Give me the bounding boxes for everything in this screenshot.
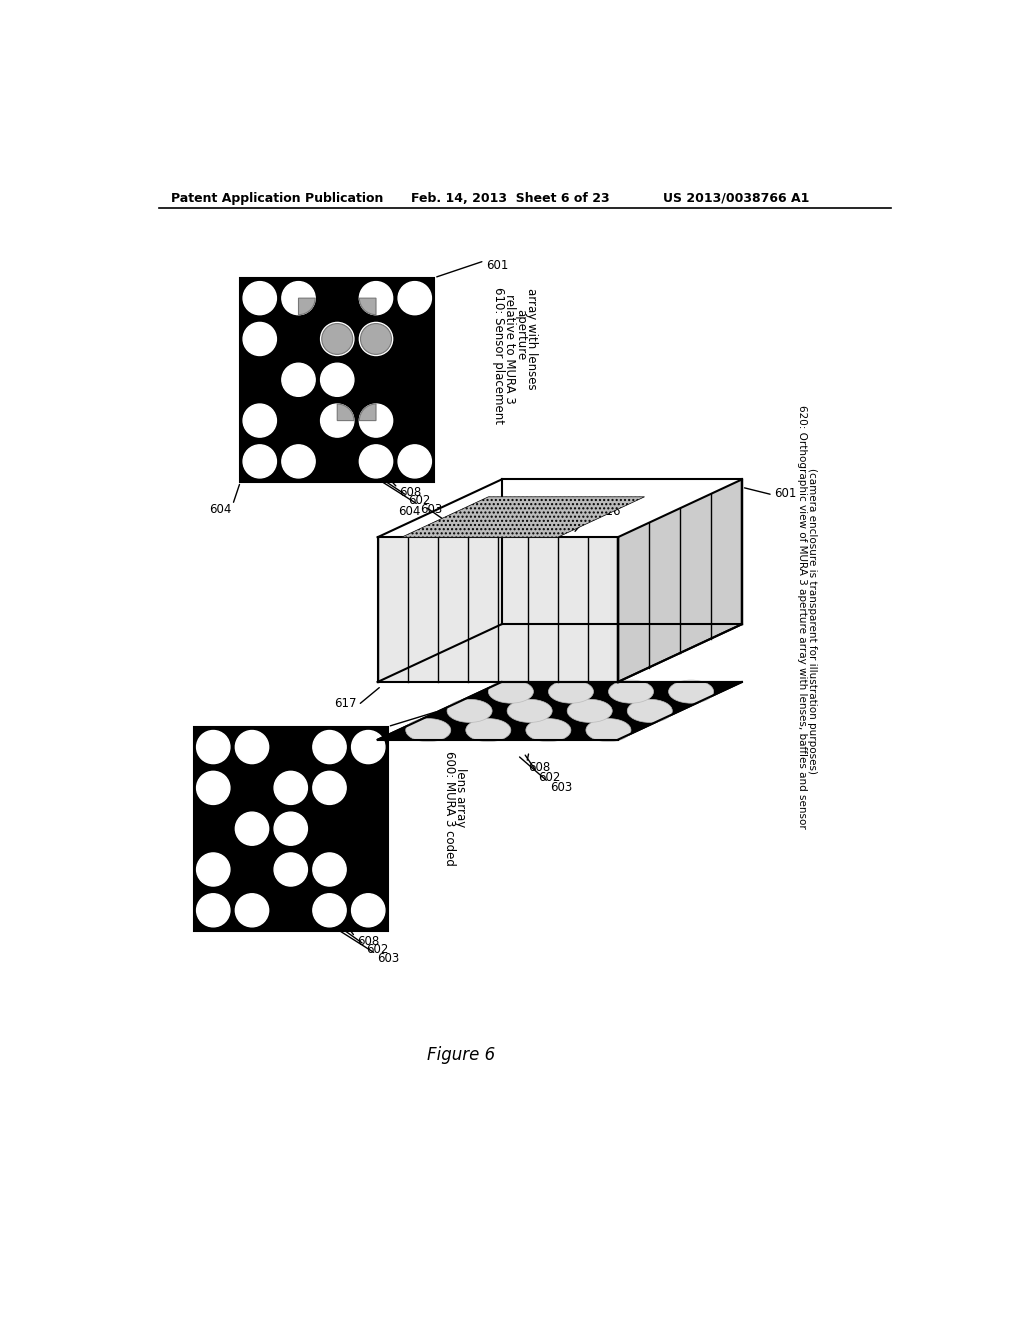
Circle shape [359, 322, 392, 355]
Ellipse shape [488, 680, 534, 704]
Ellipse shape [507, 700, 552, 722]
Text: 617: 617 [334, 697, 356, 710]
Circle shape [313, 730, 346, 763]
Text: 603: 603 [550, 780, 572, 793]
Text: Feb. 14, 2013  Sheet 6 of 23: Feb. 14, 2013 Sheet 6 of 23 [411, 191, 609, 205]
Circle shape [398, 445, 431, 478]
Text: 616: 616 [598, 506, 621, 517]
Polygon shape [378, 537, 617, 682]
Circle shape [236, 730, 268, 763]
Text: 608: 608 [399, 487, 422, 499]
Circle shape [197, 730, 230, 763]
Text: 602: 602 [366, 942, 388, 956]
Circle shape [243, 404, 276, 437]
Circle shape [359, 445, 392, 478]
Circle shape [197, 853, 230, 886]
Circle shape [274, 812, 307, 845]
Text: 603: 603 [420, 503, 442, 516]
Circle shape [359, 404, 392, 437]
Circle shape [313, 894, 346, 927]
Ellipse shape [669, 680, 714, 704]
Polygon shape [617, 479, 741, 682]
Circle shape [197, 894, 230, 927]
Ellipse shape [586, 718, 631, 742]
Ellipse shape [628, 700, 673, 722]
Circle shape [321, 322, 354, 355]
Ellipse shape [567, 700, 612, 722]
Circle shape [313, 853, 346, 886]
Text: 604: 604 [398, 506, 421, 517]
Circle shape [398, 281, 431, 314]
Text: 600: MURA 3 coded: 600: MURA 3 coded [443, 751, 457, 866]
Text: 620: Orthographic view of MURA 3 aperture array with lenses, baffles and sensor: 620: Orthographic view of MURA 3 apertur… [798, 405, 807, 829]
Text: array with lenses: array with lenses [524, 288, 538, 389]
Text: aperture: aperture [514, 309, 527, 360]
Circle shape [322, 323, 352, 354]
Circle shape [243, 281, 276, 314]
Wedge shape [337, 404, 354, 421]
Ellipse shape [447, 700, 493, 722]
Circle shape [274, 853, 307, 886]
Polygon shape [378, 682, 741, 739]
Text: 602: 602 [409, 494, 431, 507]
Circle shape [321, 404, 354, 437]
Circle shape [197, 771, 230, 804]
Text: 601: 601 [486, 259, 509, 272]
Circle shape [236, 812, 268, 845]
Text: 610: Sensor placement: 610: Sensor placement [493, 286, 505, 424]
Circle shape [359, 281, 392, 314]
Text: Patent Application Publication: Patent Application Publication [171, 191, 383, 205]
Circle shape [243, 322, 276, 355]
Circle shape [321, 363, 354, 396]
Polygon shape [401, 496, 644, 537]
Circle shape [360, 323, 391, 354]
Text: US 2013/0038766 A1: US 2013/0038766 A1 [663, 191, 809, 205]
Wedge shape [359, 404, 376, 421]
Text: Figure 6: Figure 6 [427, 1047, 496, 1064]
Circle shape [313, 771, 346, 804]
Ellipse shape [406, 718, 451, 742]
Circle shape [236, 894, 268, 927]
Ellipse shape [549, 680, 594, 704]
Text: 604: 604 [209, 503, 231, 516]
Circle shape [274, 771, 307, 804]
Circle shape [282, 363, 315, 396]
Text: 603: 603 [378, 952, 399, 965]
Text: lens array: lens array [455, 768, 467, 828]
Ellipse shape [608, 680, 653, 704]
Text: relative to MURA 3: relative to MURA 3 [503, 294, 516, 404]
Ellipse shape [526, 718, 571, 742]
Text: 601: 601 [439, 710, 462, 723]
Circle shape [282, 445, 315, 478]
Text: (camera enclosure is transparent for illustration purposes): (camera enclosure is transparent for ill… [807, 469, 817, 774]
Circle shape [351, 730, 385, 763]
Bar [194, 726, 388, 931]
Text: 601: 601 [774, 487, 797, 500]
Text: 602: 602 [539, 771, 561, 784]
Wedge shape [359, 298, 376, 314]
Circle shape [351, 894, 385, 927]
Text: 608: 608 [528, 762, 551, 775]
Text: 608: 608 [356, 936, 379, 948]
Circle shape [243, 445, 276, 478]
Ellipse shape [466, 718, 511, 742]
Circle shape [282, 281, 315, 314]
Wedge shape [299, 298, 315, 314]
Bar [241, 277, 434, 482]
